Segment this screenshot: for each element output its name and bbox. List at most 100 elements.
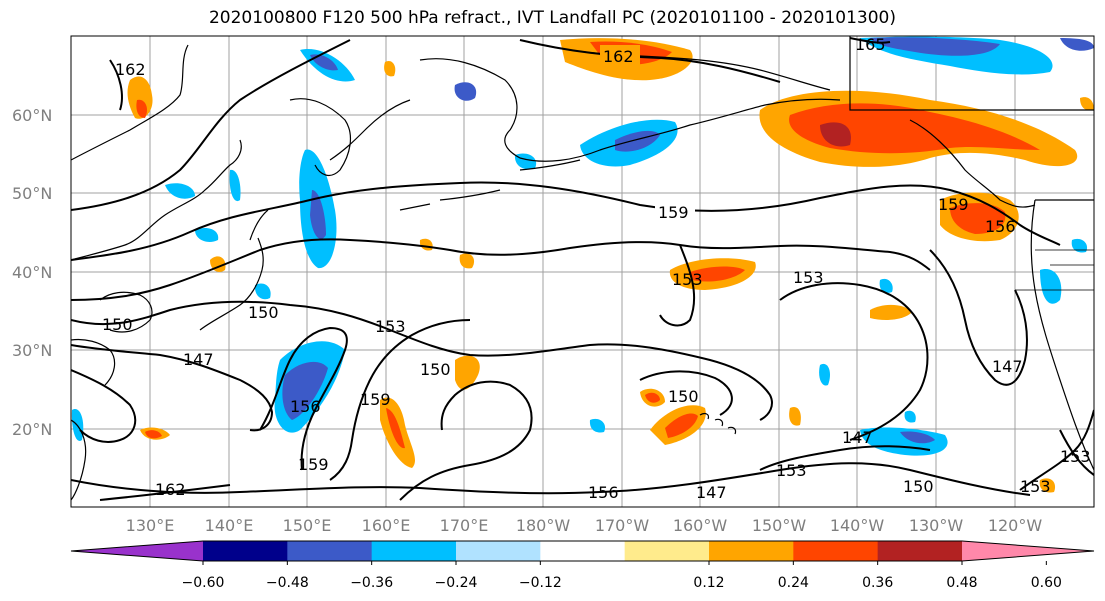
colorbar-segment xyxy=(624,541,710,561)
canada-coast xyxy=(849,36,1094,471)
japan-coast xyxy=(199,209,269,331)
contour-156 xyxy=(259,326,348,471)
contour-150 xyxy=(71,300,773,421)
lon-label: 130°E xyxy=(126,516,175,535)
contour-label: 159 xyxy=(360,390,391,409)
contour-159-a xyxy=(71,39,351,211)
contour-label: 156 xyxy=(985,217,1016,236)
contour-153-south xyxy=(759,445,931,471)
asia-coast xyxy=(71,44,242,501)
contour-label: 165 xyxy=(855,35,886,54)
colorbar-segment xyxy=(371,541,457,561)
contour-162-north xyxy=(519,39,781,83)
contour-165 xyxy=(849,37,891,44)
contour-147-right xyxy=(929,249,1028,386)
colorbar-tick-label: 0.36 xyxy=(862,575,893,591)
colorbar-tick-label: 0.24 xyxy=(778,575,809,591)
contour-159-tc xyxy=(329,319,471,481)
lat-label: 60°N xyxy=(12,106,52,125)
latitude-axis: 60°N 50°N 40°N 30°N 20°N xyxy=(12,106,52,439)
colorbar-segment xyxy=(540,541,626,561)
contour-label: 153 xyxy=(1020,477,1051,496)
contour-label: 147 xyxy=(696,483,727,502)
contour-147 xyxy=(71,344,274,432)
contour-label: 159 xyxy=(298,455,329,474)
contour-150-tc xyxy=(399,380,533,501)
longitude-axis: 130°E 140°E 150°E 160°E 170°E 180°W 170°… xyxy=(126,516,1043,535)
contour-147-east xyxy=(779,282,929,441)
lon-label: 140°E xyxy=(205,516,254,535)
lon-label: 120°W xyxy=(988,516,1043,535)
colorbar-segment xyxy=(793,541,879,561)
contour-label-group: 162 165 159 156 153 150 147 162 159 156 … xyxy=(102,35,1091,502)
lon-label: 150°E xyxy=(283,516,332,535)
contour-label: 150 xyxy=(903,477,934,496)
colorbar: −0.60 −0.48 −0.36 −0.24 −0.12 0.12 0.24 0.36 0.4… xyxy=(70,540,1095,591)
contour-label: 150 xyxy=(102,315,133,334)
borders xyxy=(1015,249,1094,291)
colorbar-segment xyxy=(203,541,288,561)
contour-label: 150 xyxy=(668,387,699,406)
kamchatka-coast xyxy=(289,98,411,177)
contour-label: 156 xyxy=(290,397,321,416)
map-frame xyxy=(70,35,1095,508)
contour-label: 147 xyxy=(842,428,873,447)
lat-label: 40°N xyxy=(12,263,52,282)
contour-label: 153 xyxy=(375,317,406,336)
colorbar-tick-label: −0.60 xyxy=(182,575,225,591)
contour-label: 153 xyxy=(1060,447,1091,466)
contour-156-east xyxy=(1059,429,1094,476)
aleutians xyxy=(399,159,581,211)
contour-label: 156 xyxy=(588,483,619,502)
contour-label: 147 xyxy=(992,357,1023,376)
negative-anomaly-fills xyxy=(71,36,1094,456)
lon-label: 130°W xyxy=(909,516,964,535)
colorbar-tick-label: −0.36 xyxy=(350,575,393,591)
contour-label: 153 xyxy=(776,461,807,480)
colorbar-tick-label: 0.60 xyxy=(1031,575,1062,591)
colorbar-tick-label: −0.12 xyxy=(519,575,562,591)
colorbar-segment xyxy=(287,541,373,561)
coastlines xyxy=(71,36,1094,501)
contour-162-south xyxy=(99,484,231,501)
contour-label: 162 xyxy=(155,480,186,499)
contour-150-west xyxy=(71,369,137,443)
colorbar-extend-min xyxy=(71,541,203,561)
map-panel: 162 165 159 156 153 150 147 162 159 156 … xyxy=(71,35,1094,507)
colorbar-tick-label: 0.48 xyxy=(946,575,977,591)
lon-label: 170°W xyxy=(595,516,650,535)
contour-label: 159 xyxy=(658,203,689,222)
contour-label: 147 xyxy=(183,350,214,369)
lon-label: 160°W xyxy=(673,516,728,535)
contour-153-loop xyxy=(659,244,696,327)
lon-label: 140°W xyxy=(830,516,885,535)
contour-153 xyxy=(71,238,931,301)
contour-label: 153 xyxy=(672,270,703,289)
contour-153-east xyxy=(1019,409,1094,491)
hawaii xyxy=(699,413,737,435)
colorbar-extend-max xyxy=(962,541,1094,561)
colorbar-tick-label: 0.12 xyxy=(693,575,724,591)
colorbar-segment xyxy=(709,541,794,561)
contour-label: 153 xyxy=(793,268,824,287)
lat-label: 20°N xyxy=(12,420,52,439)
colorbar-tick-label: −0.24 xyxy=(435,575,478,591)
colorbar-segment xyxy=(456,541,541,561)
colorbar-segment xyxy=(877,541,963,561)
lon-label: 150°W xyxy=(752,516,807,535)
contour-147-hawaii xyxy=(639,370,733,416)
contour-lines xyxy=(71,37,1094,501)
contour-label: 162 xyxy=(603,47,634,66)
lat-label: 50°N xyxy=(12,184,52,203)
lat-label: 30°N xyxy=(12,341,52,360)
lon-label: 160°E xyxy=(362,516,411,535)
lon-label: 180°W xyxy=(516,516,571,535)
lon-label: 170°E xyxy=(440,516,489,535)
contour-156-south xyxy=(71,462,1031,496)
contour-159-main xyxy=(71,181,1061,261)
contour-label: 150 xyxy=(248,303,279,322)
map-title: 2020100800 F120 500 hPa refract., IVT La… xyxy=(208,8,896,28)
contour-label: 150 xyxy=(420,360,451,379)
contour-label: 159 xyxy=(938,195,969,214)
